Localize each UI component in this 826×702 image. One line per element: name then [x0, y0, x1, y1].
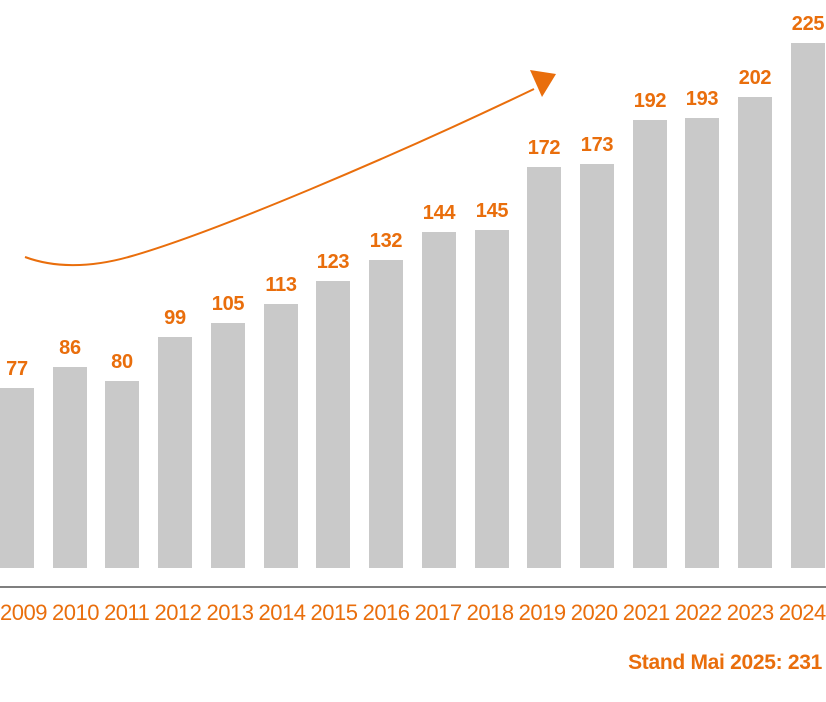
value-label-2012: 99: [164, 307, 186, 329]
value-label-2013: 105: [211, 293, 245, 315]
bar-2019: [527, 167, 561, 568]
year-label-2012: 2012: [154, 600, 202, 625]
bar-2021: [633, 120, 667, 568]
value-label-2024: 225: [791, 13, 825, 35]
x-axis-labels: 2009 2010 2011 2012 2013 2014 2015 2016 2017 2018…: [0, 602, 826, 624]
value-label-2011: 80: [111, 351, 133, 373]
x-axis-line: [0, 586, 826, 588]
bar-2023: [738, 97, 772, 568]
value-label-2023: 202: [738, 67, 772, 89]
bar-2016: [369, 260, 403, 568]
bar-2009: [0, 388, 34, 568]
value-label-2015: 123: [316, 251, 350, 273]
value-label-2016: 132: [369, 230, 403, 252]
year-label-2018: 2018: [466, 600, 514, 625]
year-label-2016: 2016: [362, 600, 410, 625]
year-label-2014: 2014: [258, 600, 306, 625]
year-label-2017: 2017: [414, 600, 462, 625]
value-label-2021: 192: [633, 90, 667, 112]
year-label-2011: 2011: [104, 600, 150, 625]
value-label-2018: 145: [475, 200, 509, 222]
bar-2020: [580, 164, 614, 568]
year-label-2024: 2024: [778, 600, 826, 625]
year-label-2021: 2021: [622, 600, 670, 625]
value-label-2009: 77: [6, 358, 28, 380]
bar-2012: [158, 337, 192, 568]
year-label-2015: 2015: [310, 600, 358, 625]
year-label-2019: 2019: [518, 600, 566, 625]
year-label-2023: 2023: [726, 600, 774, 625]
year-label-2020: 2020: [570, 600, 618, 625]
bar-2010: [53, 367, 87, 568]
value-label-2020: 173: [580, 134, 614, 156]
year-label-2010: 2010: [52, 600, 99, 625]
bar-2022: [685, 118, 719, 568]
year-label-2022: 2022: [674, 600, 722, 625]
value-label-2017: 144: [422, 202, 456, 224]
value-label-2022: 193: [685, 88, 719, 110]
value-label-2014: 113: [265, 274, 297, 296]
value-label-2010: 86: [59, 337, 81, 359]
bar-2014: [264, 304, 298, 568]
bar-2013: [211, 323, 245, 568]
year-label-2013: 2013: [206, 600, 254, 625]
bar-2015: [316, 281, 350, 568]
bar-2024: [791, 43, 825, 568]
bar-2011: [105, 381, 139, 568]
bar-chart: 77 86 80 99 105 113 123 132 144 145 172 173 192 193 20…: [0, 13, 825, 568]
value-label-2019: 172: [527, 137, 561, 159]
footnote: Stand Mai 2025: 231: [628, 651, 822, 674]
year-label-2009: 2009: [0, 600, 47, 625]
bar-2018: [475, 230, 509, 568]
bar-2017: [422, 232, 456, 568]
